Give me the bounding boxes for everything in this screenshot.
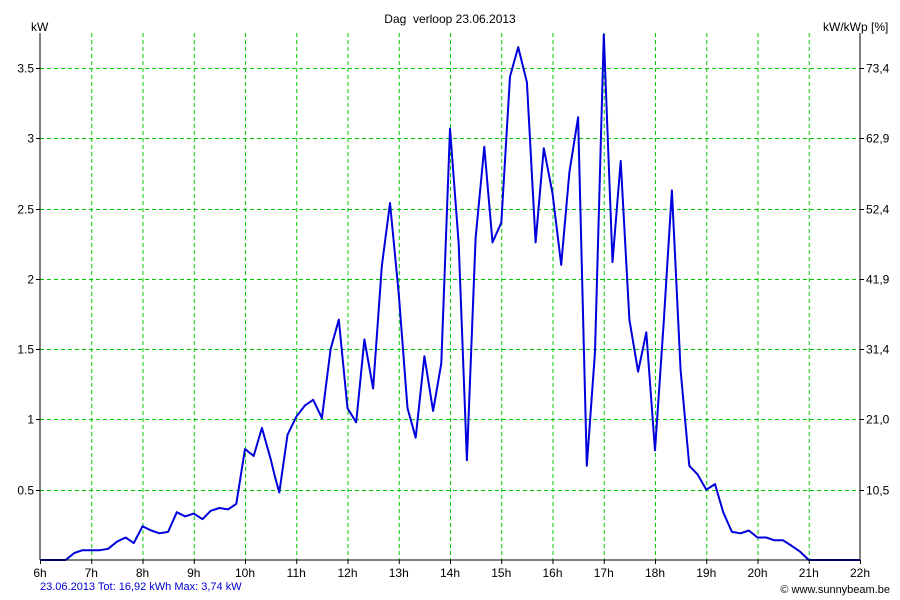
y-tick-label-right: 52,4 bbox=[866, 203, 890, 217]
y-axis-left-label: kW bbox=[31, 20, 49, 34]
x-tick-label: 9h bbox=[187, 566, 200, 580]
y-tick-label-right: 21,0 bbox=[866, 413, 890, 427]
x-tick-label: 18h bbox=[645, 566, 665, 580]
x-tick-label: 19h bbox=[696, 566, 716, 580]
x-tick-label: 8h bbox=[136, 566, 149, 580]
y-tick-label-right: 10,5 bbox=[866, 484, 890, 498]
x-tick-label: 6h bbox=[33, 566, 46, 580]
x-tick-label: 7h bbox=[85, 566, 98, 580]
x-tick-label: 16h bbox=[542, 566, 562, 580]
x-tick-label: 15h bbox=[491, 566, 511, 580]
x-tick-label: 17h bbox=[594, 566, 614, 580]
y-tick-label-left: 3.5 bbox=[17, 62, 34, 76]
x-tick-label: 22h bbox=[850, 566, 870, 580]
y-tick-label-right: 62,9 bbox=[866, 132, 890, 146]
y-tick-label-left: 2.5 bbox=[17, 203, 34, 217]
x-tick-label: 21h bbox=[799, 566, 819, 580]
grid bbox=[40, 33, 860, 560]
y-tick-label-right: 73,4 bbox=[866, 62, 890, 76]
y-tick-label-right: 41,9 bbox=[866, 273, 890, 287]
y-tick-label-left: 1 bbox=[27, 413, 34, 427]
y-tick-label-left: 3 bbox=[27, 132, 34, 146]
y-tick-label-right: 31,4 bbox=[866, 343, 890, 357]
x-tick-label: 10h bbox=[235, 566, 255, 580]
x-tick-label: 20h bbox=[747, 566, 767, 580]
sunnybeam-credit: © www.sunnybeam.be bbox=[780, 584, 890, 596]
daily-summary: 23.06.2013 Tot: 16,92 kWh Max: 3,74 kW bbox=[40, 581, 242, 593]
y-tick-label-left: 2 bbox=[27, 273, 34, 287]
x-tick-label: 13h bbox=[389, 566, 409, 580]
y-axis-right-label: kW/kWp [%] bbox=[823, 20, 888, 34]
power-series-line bbox=[40, 33, 860, 561]
x-tick-label: 14h bbox=[440, 566, 460, 580]
x-tick-label: 11h bbox=[287, 566, 306, 580]
tick-marks bbox=[36, 68, 864, 564]
y-tick-label-left: 0.5 bbox=[17, 484, 34, 498]
tick-labels: 6h 7h 8h 9h 10h 11h 12h 13h 14h 15h 16h 17h 18h 19h 20… bbox=[17, 62, 889, 581]
x-tick-label: 12h bbox=[337, 566, 357, 580]
y-tick-label-left: 1.5 bbox=[17, 343, 34, 357]
chart-title: Dag verloop 23.06.2013 bbox=[384, 12, 516, 26]
